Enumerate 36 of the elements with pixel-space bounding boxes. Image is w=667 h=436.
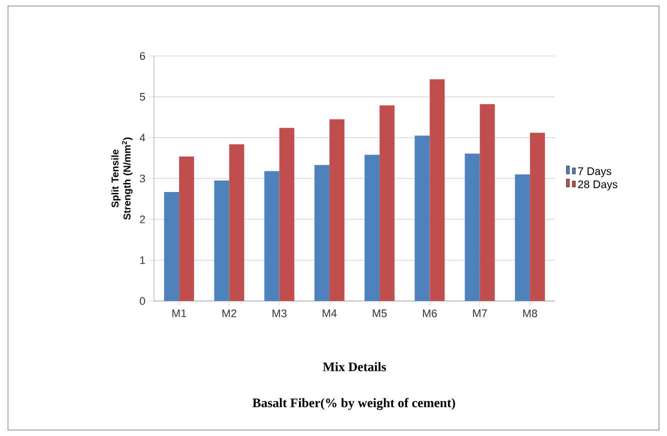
bar [229, 144, 244, 301]
bar [430, 79, 445, 301]
x-axis-title: Mix Details [322, 362, 386, 372]
y-tick-label: 1 [140, 256, 145, 264]
bar [480, 104, 495, 301]
y-axis-title: Split Tensile Strength (N/mm$^{2}$) [111, 138, 133, 220]
x-tick-label: M7 [473, 310, 487, 318]
x-tick-label: M3 [272, 310, 286, 318]
text: Basalt Fiber(% by weight of cement) [252, 398, 456, 410]
x-tick-label: M2 [222, 310, 236, 318]
x-tick-label: M1 [172, 310, 186, 318]
legend-label: 7 Days [578, 167, 612, 178]
bar [380, 105, 395, 301]
x-tick-label: M4 [322, 310, 337, 318]
bar [179, 156, 194, 301]
y-tick-label: 5 [140, 93, 146, 101]
bar [514, 174, 530, 301]
bar [530, 132, 545, 301]
bar [464, 154, 480, 301]
y-tick-label: 3 [140, 174, 146, 182]
bar [279, 128, 294, 301]
x-tick-label: M8 [523, 310, 538, 318]
x-tick-label: M5 [372, 310, 387, 318]
bar [264, 171, 280, 301]
bar [164, 192, 180, 301]
x-tick-label: M6 [422, 310, 437, 318]
bar [329, 119, 344, 301]
bar [214, 180, 230, 301]
bar [414, 136, 430, 301]
bar [364, 154, 380, 301]
y-tick-label: 2 [140, 216, 145, 224]
bar [314, 165, 330, 301]
y-tick-label: 6 [140, 52, 146, 60]
y-tick-label: 4 [140, 134, 146, 142]
legend-label: 28 Days [578, 180, 618, 190]
y-tick-label: 0 [140, 297, 146, 305]
